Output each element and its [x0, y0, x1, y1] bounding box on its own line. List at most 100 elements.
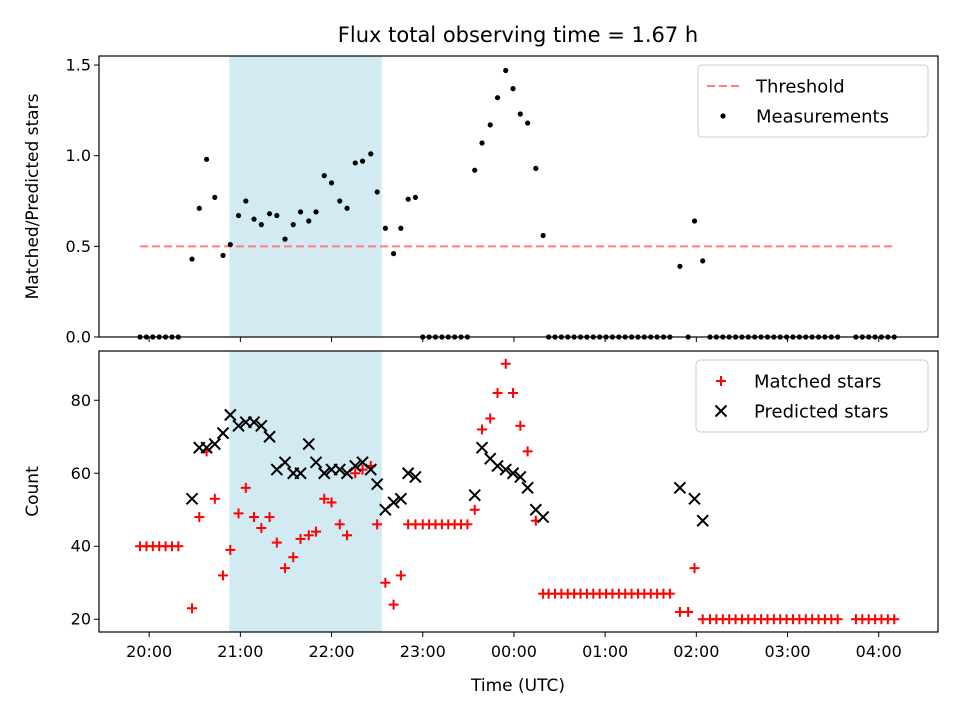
measurements-point — [503, 67, 509, 74]
predicted-stars-point-b — [278, 456, 292, 469]
predicted-stars-point — [673, 481, 687, 495]
predicted-stars-point — [302, 437, 315, 451]
predicted-stars-legend-handle-b — [714, 404, 728, 418]
predicted-stars-point-b — [529, 503, 543, 516]
measurements-point — [368, 151, 374, 157]
matched-stars-point — [187, 603, 198, 614]
matched-stars-point — [264, 512, 275, 523]
y-tick-label: 1.5 — [66, 56, 91, 75]
measurements-point — [266, 211, 273, 217]
measurements-point — [533, 165, 539, 171]
predicted-stars-point — [208, 437, 222, 451]
top-panel-x-ticks — [148, 337, 880, 342]
matched-stars-point — [311, 526, 322, 537]
measurements-point — [282, 236, 288, 242]
measurements-point — [321, 173, 327, 179]
x-tick-label: 22:00 — [308, 642, 354, 661]
measurements-point — [677, 263, 683, 269]
predicted-stars-point-b — [394, 492, 408, 506]
predicted-stars-point — [468, 488, 481, 502]
predicted-stars-point — [255, 419, 268, 433]
measurements-point — [359, 158, 366, 164]
measurements-point — [306, 218, 312, 224]
predicted-stars-point-b — [232, 419, 245, 433]
matched-stars-point — [395, 570, 406, 581]
y-tick-label: 1.0 — [66, 146, 91, 165]
predicted-stars-point-b — [318, 467, 331, 480]
measurements-point — [235, 212, 242, 219]
predicted-stars-point-b — [356, 456, 369, 469]
matched-stars-point — [889, 614, 900, 625]
y-tick-label: 80 — [71, 391, 91, 410]
predicted-stars-point-b — [370, 477, 384, 491]
measurements-point — [352, 160, 358, 166]
predicted-stars-point — [370, 477, 384, 491]
matched-stars-point — [372, 519, 383, 530]
measurements-point — [691, 218, 698, 224]
measurements-point — [243, 198, 249, 204]
matched-stars-point — [218, 570, 229, 581]
x-tick-label: 04:00 — [856, 642, 902, 661]
x-tick-label: 23:00 — [400, 642, 446, 661]
matched-stars-legend-label: Matched stars — [754, 372, 881, 393]
measurements-point — [220, 252, 226, 259]
matched-stars-point — [522, 446, 533, 457]
predicted-stars-point-b — [484, 452, 497, 465]
predicted-stars-point — [247, 415, 261, 429]
measurements-point — [204, 156, 210, 162]
measurements-point — [472, 167, 478, 173]
x-tick-label: 03:00 — [764, 642, 810, 661]
predicted-stars-point-b — [468, 488, 481, 502]
matched-stars-point — [350, 468, 361, 479]
predicted-stars-point-b — [247, 415, 261, 429]
y-tick-label: 40 — [71, 537, 91, 556]
measurements-point — [313, 209, 319, 215]
predicted-stars-point — [394, 492, 408, 506]
predicted-stars-point-b — [491, 459, 504, 473]
predicted-stars-point — [263, 430, 276, 443]
predicted-stars-point — [521, 481, 534, 495]
matched-stars-point — [271, 537, 282, 548]
predicted-stars-point-b — [333, 463, 346, 476]
matched-stars-point — [334, 519, 345, 530]
predicted-stars-point — [200, 441, 213, 454]
predicted-stars-legend-label: Predicted stars — [754, 402, 888, 423]
measurements-point — [344, 205, 350, 211]
matched-stars-point — [209, 493, 220, 504]
predicted-stars-legend-handle — [714, 404, 728, 418]
matched-stars-point — [492, 387, 503, 398]
measurements-point — [412, 194, 419, 201]
predicted-stars-point-b — [673, 481, 687, 495]
predicted-stars-point-b — [475, 441, 489, 454]
measurements-point — [227, 241, 233, 248]
matched-stars-point — [303, 530, 314, 541]
predicted-stars-point — [499, 463, 512, 476]
measurements-point — [390, 251, 397, 257]
predicted-stars-point-b — [255, 419, 268, 433]
matched-stars-point — [280, 563, 291, 574]
threshold-legend-label: Threshold — [755, 77, 845, 98]
predicted-stars-point — [232, 419, 245, 433]
matched-stars-point — [342, 530, 353, 541]
top-panel: 0.0 0.5 1.0 1.5 Matched/Predicted stars Thr… — [23, 55, 939, 347]
matched-stars-point — [477, 424, 488, 435]
predicted-stars-point — [216, 426, 230, 440]
matched-stars-point — [832, 614, 843, 625]
measurements-point — [517, 111, 523, 117]
measurements-legend-label: Measurements — [756, 107, 889, 128]
matched-stars-point — [508, 387, 519, 398]
measurements-point — [337, 198, 343, 204]
matched-stars-point — [462, 519, 473, 530]
predicted-stars-point — [506, 467, 520, 480]
matched-stars-series — [135, 358, 900, 625]
top-panel-legend: Threshold Measurements — [697, 64, 929, 138]
measurements-point — [398, 225, 404, 231]
predicted-stars-point-b — [309, 456, 323, 469]
x-tick-label: 00:00 — [491, 642, 537, 661]
measurements-point — [374, 189, 380, 195]
predicted-stars-point-b — [387, 496, 400, 509]
predicted-stars-point-b — [499, 463, 512, 476]
predicted-stars-point-b — [506, 467, 520, 480]
predicted-stars-point — [401, 467, 415, 480]
top-panel-y-ticks: 0.0 0.5 1.0 1.5 — [66, 56, 99, 347]
